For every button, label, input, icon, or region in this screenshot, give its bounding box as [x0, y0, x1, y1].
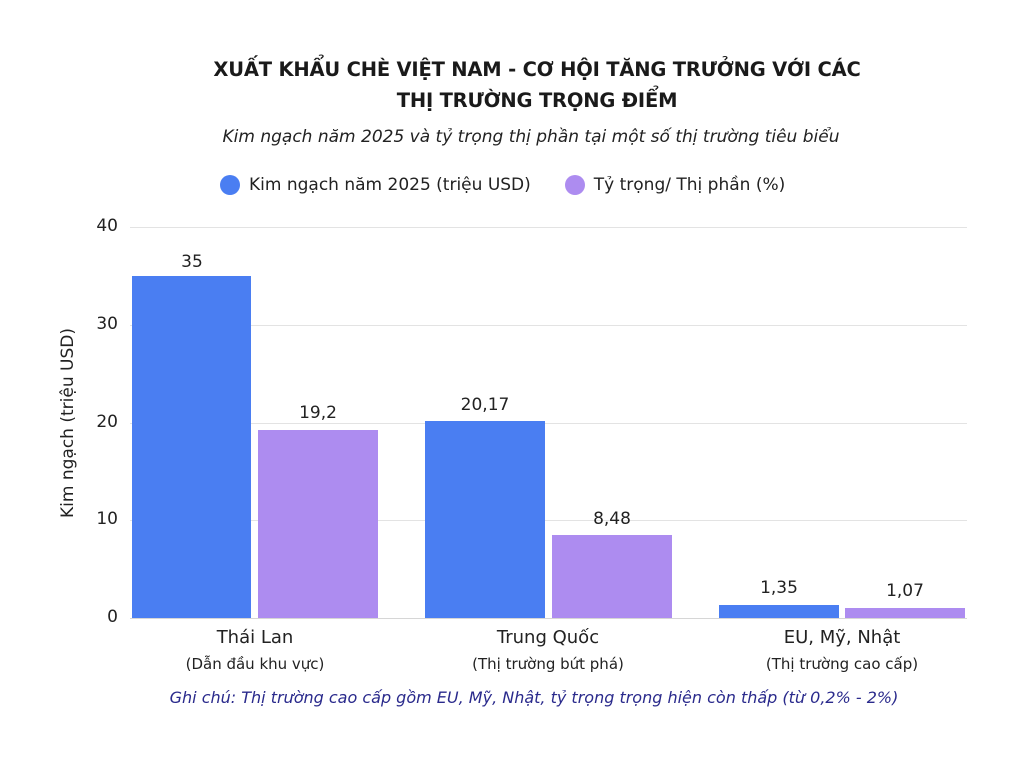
y-axis-label: Kim ngạch (triệu USD) — [58, 328, 78, 518]
chart-title-line-2: THỊ TRƯỜNG TRỌNG ĐIỂM — [396, 89, 678, 112]
y-tick-0: 0 — [107, 607, 118, 627]
bar-eu-my-nhat-market-share — [845, 608, 965, 618]
bar-trung-quoc-export-value — [425, 421, 545, 618]
gridline-40 — [130, 227, 967, 228]
legend-label: Tỷ trọng/ Thị phần (%) — [593, 175, 786, 195]
gridline-30 — [130, 325, 967, 326]
x-category-sublabel: (Thị trường cao cấp) — [765, 655, 919, 673]
y-tick-30: 30 — [96, 314, 118, 334]
bar-thai-lan-market-share — [258, 430, 378, 618]
legend-item-export-value: Kim ngạch năm 2025 (triệu USD) — [220, 175, 531, 195]
x-category-trung-quoc: Trung Quốc — [496, 627, 600, 648]
legend-label: Kim ngạch năm 2025 (triệu USD) — [249, 175, 531, 195]
chart-subtitle: Kim ngạch năm 2025 và tỷ trọng thị phần … — [222, 127, 840, 147]
gridline-10 — [130, 520, 967, 521]
bar-eu-my-nhat-export-value — [719, 605, 839, 618]
y-tick-20: 20 — [96, 412, 118, 432]
legend-item-market-share: Tỷ trọng/ Thị phần (%) — [564, 175, 786, 195]
x-category-sublabel: (Dẫn đầu khu vực) — [185, 655, 325, 673]
gridline-20 — [130, 423, 967, 424]
bar-thai-lan-export-value — [132, 276, 251, 618]
value-label: 35 — [181, 252, 203, 272]
y-tick-40: 40 — [96, 216, 118, 236]
x-category-sublabel: (Thị trường bứt phá) — [472, 655, 624, 673]
gridline-0-baseline — [130, 618, 967, 619]
legend-dot-blue-icon — [220, 175, 240, 195]
x-category-eu-my-nhat: EU, Mỹ, Nhật — [783, 627, 901, 648]
value-label: 1,35 — [760, 578, 798, 598]
chart-note: Ghi chú: Thị trường cao cấp gồm EU, Mỹ, … — [169, 688, 899, 707]
x-category-thai-lan: Thái Lan — [216, 627, 294, 648]
value-label: 1,07 — [886, 581, 924, 601]
chart-legend: Kim ngạch năm 2025 (triệu USD) Tỷ trọng/… — [220, 175, 819, 195]
value-label: 20,17 — [460, 395, 510, 415]
y-tick-10: 10 — [96, 509, 118, 529]
value-label: 19,2 — [299, 403, 337, 423]
value-label: 8,48 — [593, 509, 631, 529]
legend-dot-purple-icon — [564, 175, 585, 195]
chart-title-line-1: XUẤT KHẨU CHÈ VIỆT NAM - CƠ HỘI TĂNG TRƯ… — [213, 58, 861, 81]
bar-trung-quoc-market-share — [552, 535, 672, 618]
